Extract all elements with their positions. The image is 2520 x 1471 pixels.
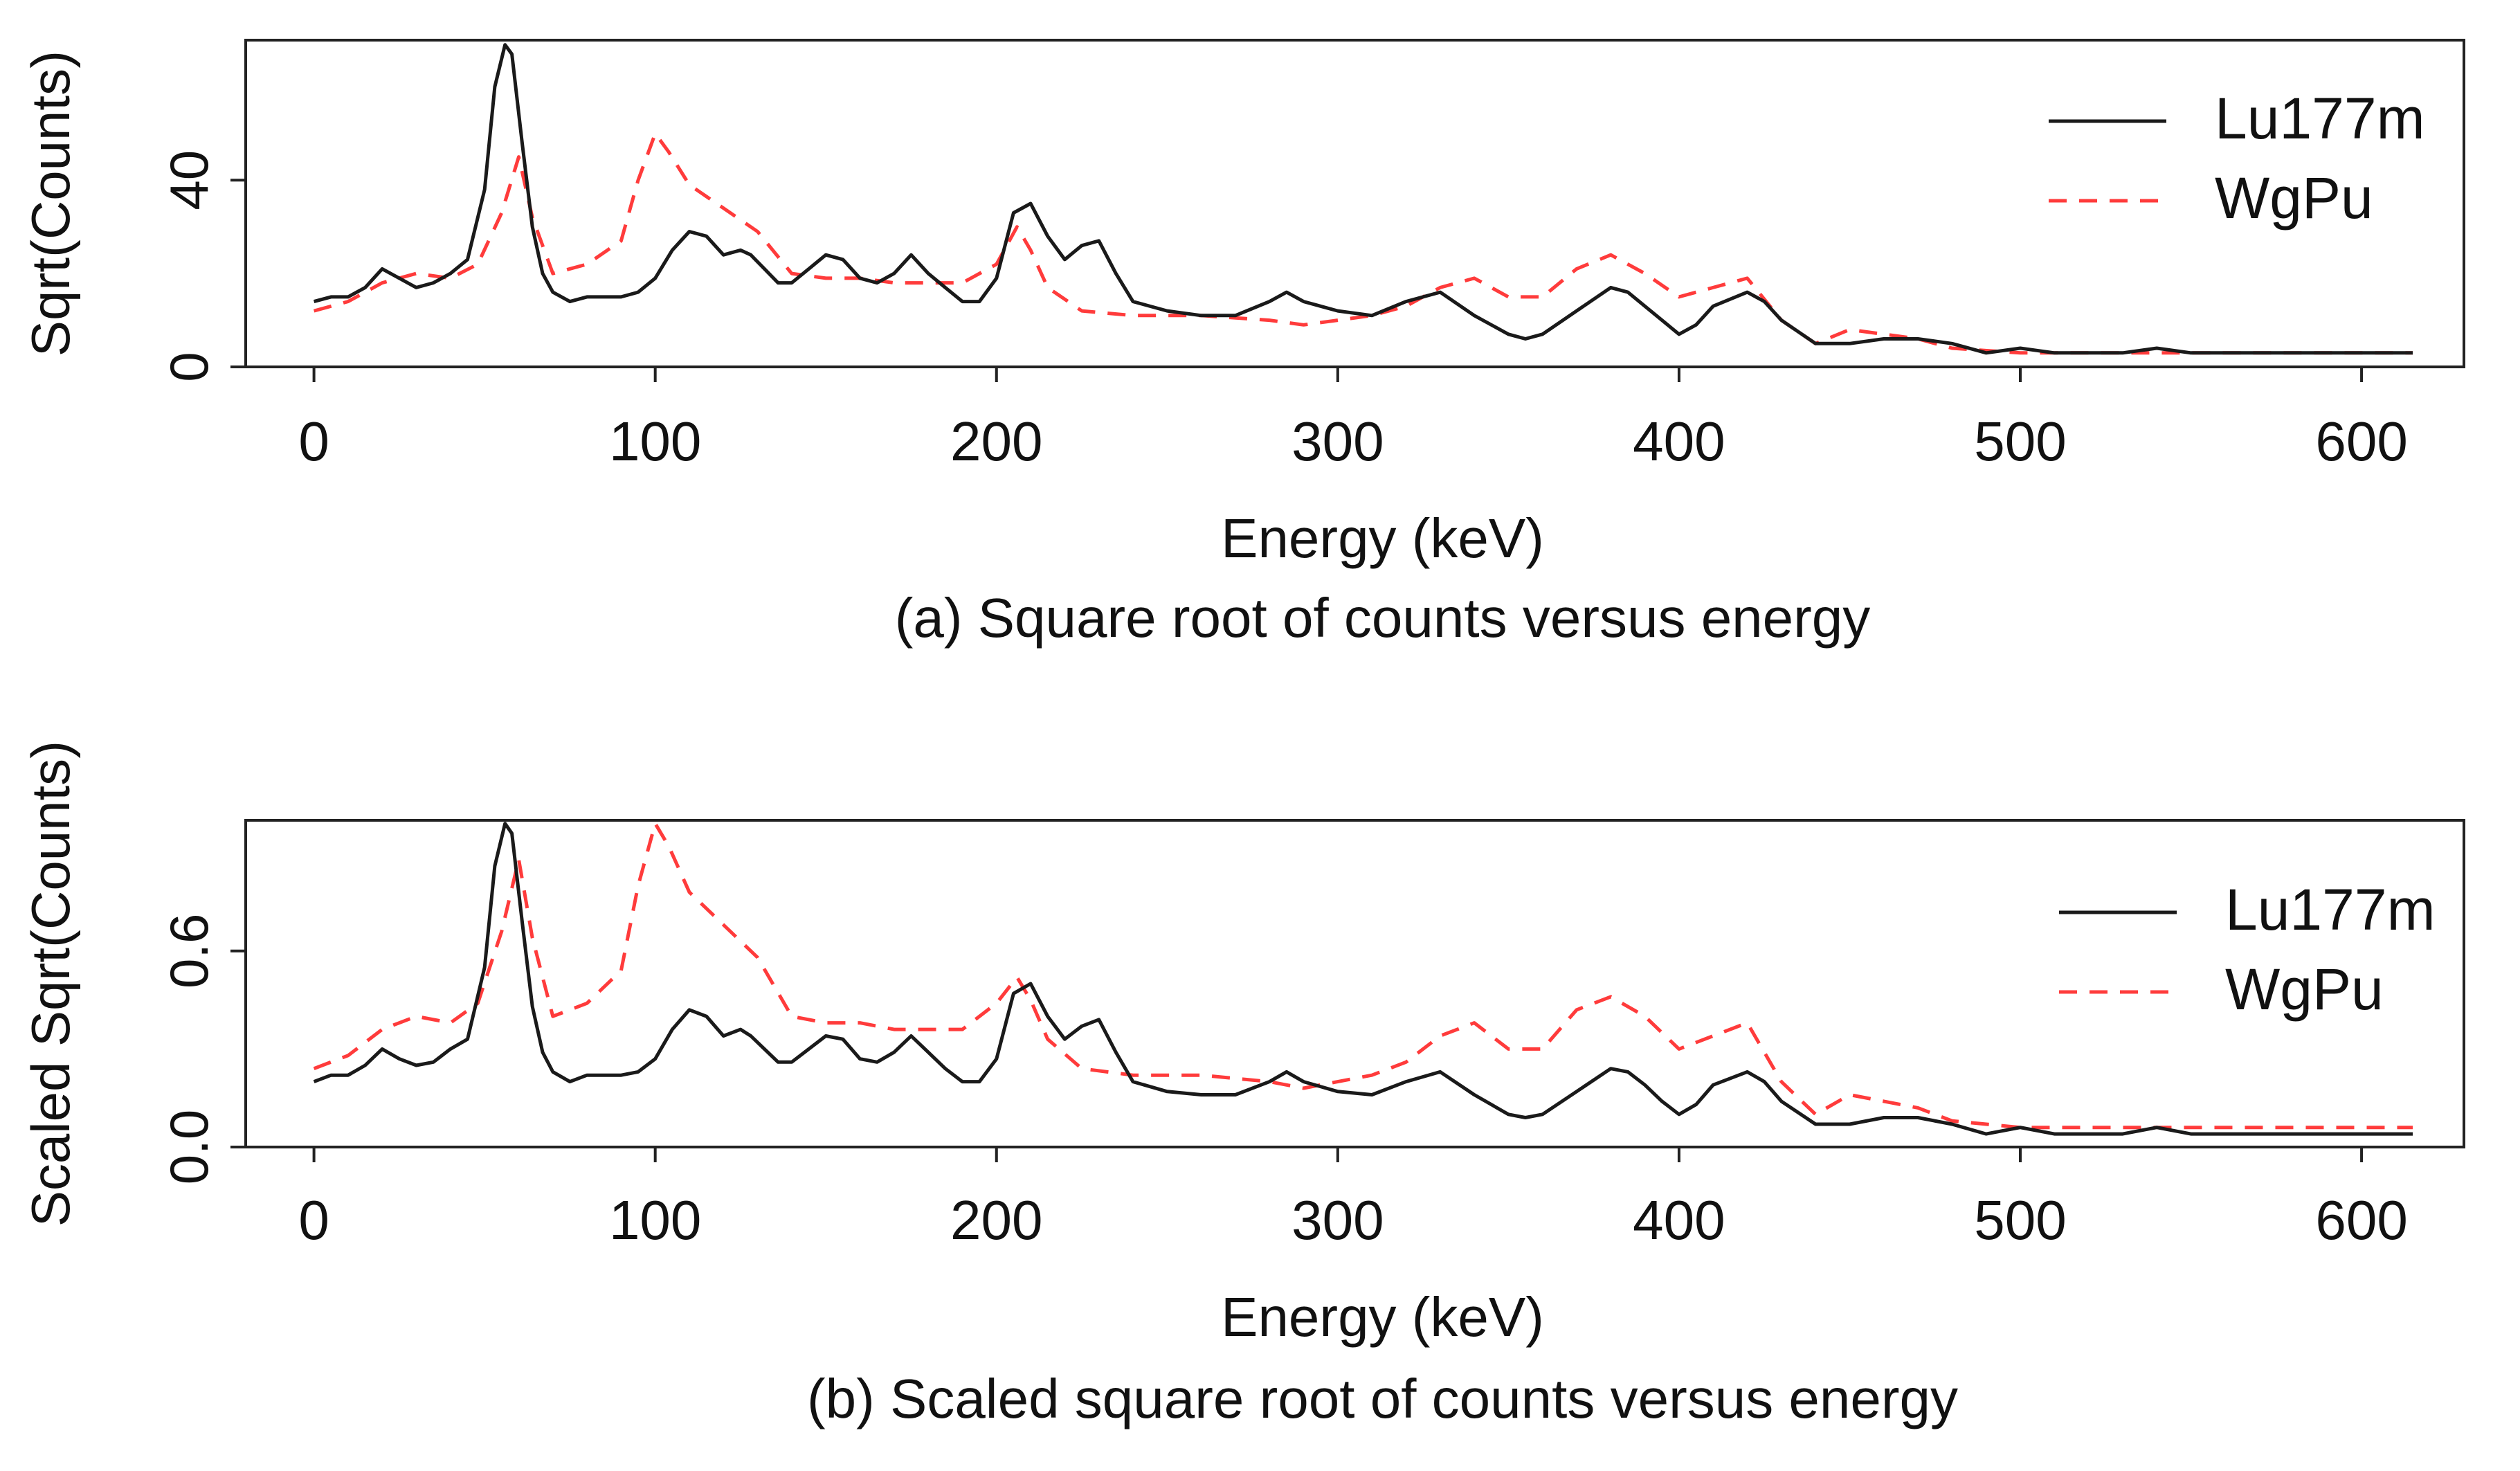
y-axis-label: Scaled Sqrt(Counts)	[20, 741, 81, 1227]
y-axis-ticks: 0.0 0.6	[158, 914, 246, 1184]
series-line-lu177m	[313, 822, 2413, 1136]
series-line-wgpu	[313, 132, 2413, 355]
y-tick-label: 0.0	[158, 1110, 219, 1184]
x-tick-label: 400	[1633, 1189, 1725, 1251]
x-axis-ticks: 0 100 200 300 400 500 600	[298, 1147, 2408, 1251]
plot-frame	[244, 819, 2465, 1148]
plot-lines	[313, 43, 2413, 355]
series-line-lu177m	[313, 43, 2413, 355]
legend: Lu177m WgPu	[2059, 877, 2436, 1022]
x-tick-label: 400	[1633, 410, 1725, 472]
legend-label: WgPu	[2225, 957, 2384, 1022]
x-tick-label: 300	[1291, 1189, 1384, 1251]
plot-lines	[313, 822, 2413, 1136]
x-tick-label: 500	[1974, 410, 2066, 472]
x-axis-label: Energy (keV)	[1221, 507, 1544, 569]
x-tick-label: 500	[1974, 1189, 2066, 1251]
x-tick-label: 100	[609, 410, 701, 472]
x-tick-label: 600	[2315, 1189, 2407, 1251]
panel-b: 0 100 200 300 400 500 600 0.0 0.6 Lu177m WgPu Sc…	[20, 741, 2465, 1429]
series-line-wgpu	[313, 822, 2413, 1130]
panel-caption: (b) Scaled square root of counts versus …	[807, 1368, 1958, 1429]
panel-caption: (a) Square root of counts versus energy	[895, 587, 1871, 649]
panel-a: 0 100 200 300 400 500 600 0 40 Lu177m WgPu Sqrt(…	[20, 39, 2465, 649]
x-tick-label: 100	[609, 1189, 701, 1251]
x-axis-ticks: 0 100 200 300 400 500 600	[298, 367, 2408, 472]
y-tick-label: 0	[158, 352, 219, 381]
y-axis-label: Sqrt(Counts)	[20, 51, 81, 357]
x-tick-label: 0	[298, 410, 329, 472]
x-tick-label: 200	[950, 410, 1042, 472]
y-tick-label: 40	[158, 150, 219, 210]
x-tick-label: 0	[298, 1189, 329, 1251]
y-tick-label: 0.6	[158, 914, 219, 989]
y-axis-ticks: 0 40	[158, 150, 246, 382]
plot-frame	[244, 39, 2465, 368]
legend-label: Lu177m	[2225, 877, 2436, 942]
legend: Lu177m WgPu	[2049, 86, 2425, 231]
legend-label: Lu177m	[2215, 86, 2425, 151]
x-tick-label: 200	[950, 1189, 1042, 1251]
x-axis-label: Energy (keV)	[1221, 1286, 1544, 1348]
x-tick-label: 600	[2315, 410, 2407, 472]
x-tick-label: 300	[1291, 410, 1384, 472]
legend-label: WgPu	[2215, 165, 2373, 231]
